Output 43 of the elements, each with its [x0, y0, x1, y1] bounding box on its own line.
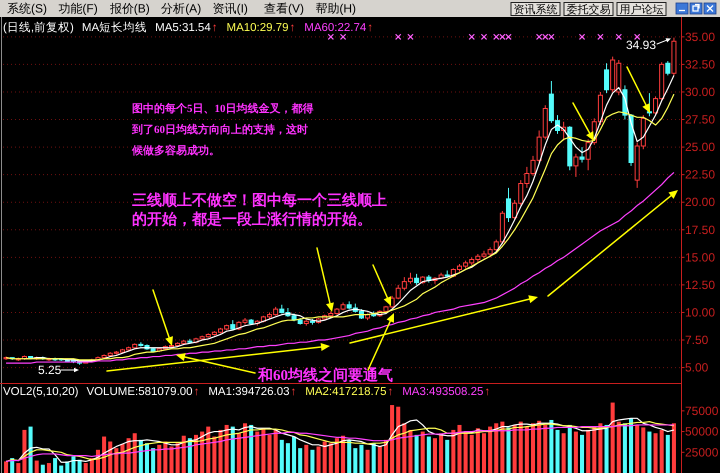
y-tick-label: 27.50 — [685, 112, 716, 127]
annotation: 和60均线之间要通气 — [257, 366, 393, 384]
y-tick-label: 10.00 — [685, 305, 716, 320]
y-tick-label: 15.00 — [685, 250, 716, 264]
y-tick-label: 12.50 — [685, 278, 716, 292]
text: 功能(F) — [58, 2, 98, 16]
y-tick-label: 32.50 — [685, 57, 716, 72]
note: 5.25 — [38, 363, 79, 377]
y-tick-label: 25.00 — [685, 140, 716, 154]
y-tick-label: 5.00 — [685, 360, 709, 375]
annotation: 三线顺上不做空！图中每一个三线顺上的开始，都是一段上涨行情的开始。 — [132, 191, 387, 228]
y-tick-label: 22.50 — [685, 168, 716, 182]
text: 资讯(I) — [212, 2, 248, 16]
y-tick-label: 75000 — [685, 404, 719, 418]
text: 帮助(H) — [315, 2, 356, 16]
y-tick-label: 35.00 — [685, 30, 716, 44]
text: 查看(V) — [264, 2, 304, 16]
y-tick-label: 7.50 — [685, 333, 709, 348]
text: MA2:417218.75↑ — [305, 386, 394, 398]
annotation: 5.25 — [38, 363, 62, 377]
y-tick-label: 17.50 — [685, 222, 716, 237]
y-tick-label: 25000 — [685, 445, 719, 460]
text: 分析(A) — [161, 2, 202, 16]
chart-title: VOL2(5,10,20) — [3, 386, 79, 398]
text: 系统(S) — [7, 2, 47, 16]
y-tick-label: 20.00 — [685, 195, 716, 210]
text: MA5:31.54↑ — [155, 22, 218, 34]
annotation: 图中的每个5日、10日均线金叉，都得到了60日均线方向向上的支持，这时候做多容易成功。 — [131, 102, 314, 157]
text: MA60:22.74↑ — [304, 22, 374, 34]
annotation: 34.93 — [626, 38, 656, 52]
text: MA10:29.79↑ — [226, 22, 296, 34]
note: 34.93 — [626, 38, 671, 52]
button: 资讯系统 — [510, 2, 560, 16]
text: 报价(B) — [108, 2, 150, 16]
text: MA1:394726.03↑ — [208, 386, 296, 398]
text: MA3:493508.25↑ — [402, 386, 490, 398]
button: 委托交易 — [564, 2, 614, 16]
annotation: VOLUME:581079.00↑ — [86, 386, 200, 398]
chart-title: (日线,前复权) — [3, 21, 74, 34]
y-tick-label: 30.00 — [685, 84, 716, 99]
y-tick-label: 50000 — [685, 424, 719, 439]
button: 用户论坛 — [616, 2, 666, 16]
chart-subtitle: MA短长均线 — [82, 21, 148, 34]
